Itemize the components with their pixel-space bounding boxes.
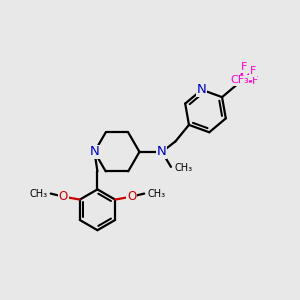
Text: CF₃: CF₃ xyxy=(230,75,249,85)
Text: F: F xyxy=(250,66,256,76)
Text: CH₃: CH₃ xyxy=(175,164,193,173)
Text: CH₃: CH₃ xyxy=(30,189,48,199)
Text: N: N xyxy=(157,146,167,158)
Text: F: F xyxy=(241,62,247,72)
Text: O: O xyxy=(127,190,136,203)
Text: N: N xyxy=(90,146,99,158)
Text: F: F xyxy=(252,76,259,86)
Text: N: N xyxy=(197,83,207,96)
Text: O: O xyxy=(59,190,68,203)
Text: CH₃: CH₃ xyxy=(147,189,165,199)
